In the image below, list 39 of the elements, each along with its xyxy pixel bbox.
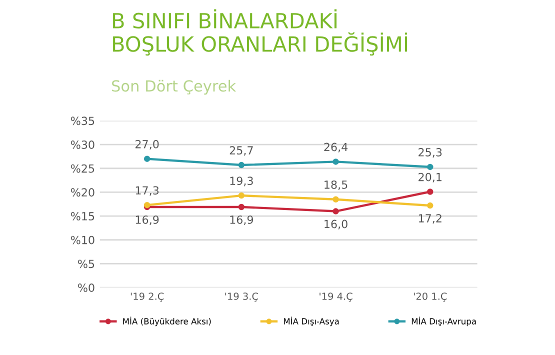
data-label: 20,1 xyxy=(418,172,442,182)
data-label: 25,7 xyxy=(230,146,253,156)
data-label: 16,0 xyxy=(324,220,348,230)
point xyxy=(238,192,245,199)
y-tick-label: %30 xyxy=(70,140,94,149)
point xyxy=(238,162,245,168)
y-tick-label: %10 xyxy=(70,236,94,244)
point xyxy=(427,188,434,195)
y-tick-label: %35 xyxy=(70,116,94,126)
chart-title: B SINIFI BİNALARDAKİ BOŞLUK ORANLARI DEĞİŞİMİ xyxy=(113,9,408,56)
point xyxy=(332,208,339,214)
data-label: 26,4 xyxy=(324,142,348,152)
x-tick-label: '20 1.Ç xyxy=(414,292,447,302)
point xyxy=(427,164,434,170)
y-tick-label: %15 xyxy=(70,212,94,220)
data-label: 18,5 xyxy=(324,180,348,190)
data-label: 19,3 xyxy=(230,176,253,186)
point xyxy=(332,158,339,165)
data-label: 16,9 xyxy=(136,216,159,226)
legend-label: MİA Dışı-Avrupa xyxy=(412,316,476,326)
data-label: 17,2 xyxy=(418,214,442,224)
y-tick-label: %0 xyxy=(78,284,94,292)
legend-label: MİA Dışı-Asya xyxy=(284,316,339,326)
data-label: 16,9 xyxy=(230,216,254,226)
x-tick-label: '19 3.Ç xyxy=(225,292,258,302)
data-label: 17,3 xyxy=(136,186,159,196)
point xyxy=(332,196,339,202)
x-tick-label: '19 2.Ç xyxy=(130,292,164,302)
data-label: 27,0 xyxy=(136,140,159,150)
legend-label: MİA (Büyükdere Aksı) xyxy=(123,316,211,326)
point xyxy=(427,202,434,209)
point xyxy=(238,204,245,210)
point xyxy=(144,156,150,162)
y-tick-label: %5 xyxy=(78,260,94,268)
x-tick-label: '19 4.Ç xyxy=(320,292,352,302)
chart-subtitle: Son Dört Çeyrek xyxy=(112,80,236,95)
data-label: 25,3 xyxy=(418,148,442,158)
y-tick-label: %20 xyxy=(70,188,94,197)
y-tick-label: %25 xyxy=(70,164,94,173)
